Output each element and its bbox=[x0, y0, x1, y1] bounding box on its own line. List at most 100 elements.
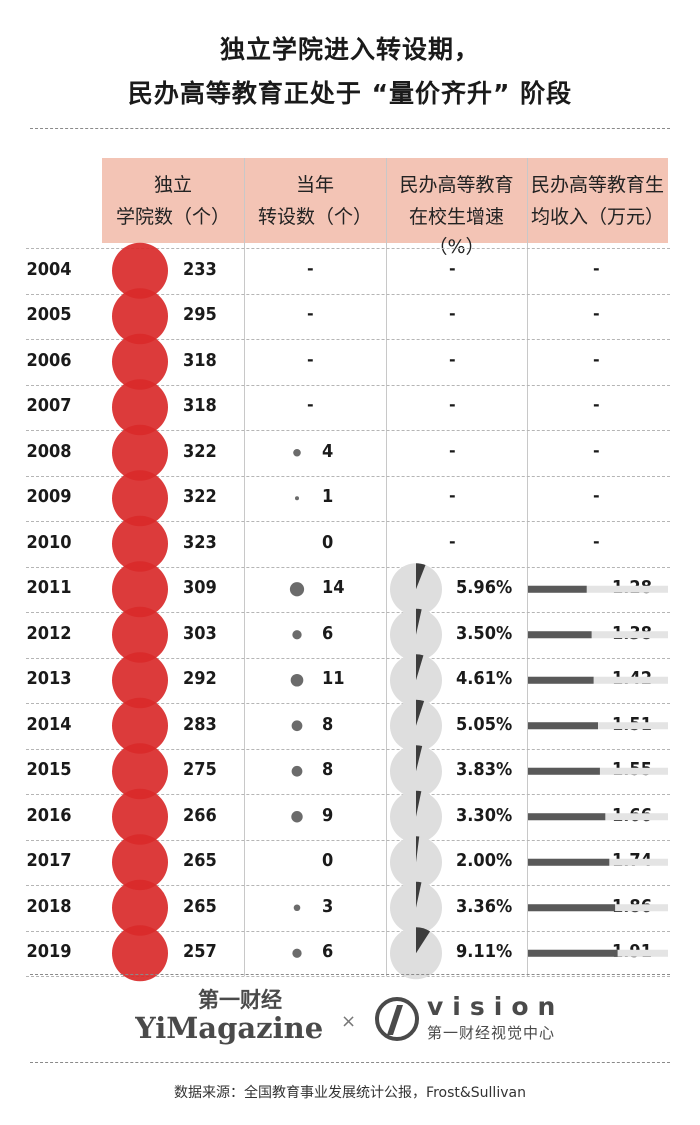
growth-dash: - bbox=[449, 395, 456, 415]
header-bg bbox=[386, 158, 527, 243]
logo-area: 第一财经 YiMagazine × vision 第一财经视觉中心 bbox=[134, 985, 575, 1059]
year-label: 2013 bbox=[26, 668, 72, 690]
college-count-value: 309 bbox=[183, 577, 217, 599]
row-line bbox=[26, 293, 670, 295]
college-count-circle bbox=[112, 242, 168, 299]
row-line bbox=[26, 839, 670, 841]
college-count-circle bbox=[112, 515, 168, 572]
conversion-value: 6 bbox=[322, 941, 334, 963]
conversion-value: 8 bbox=[322, 759, 334, 781]
year-label: 2008 bbox=[26, 440, 72, 462]
source-note: 数据来源：全国教育事业发展统计公报，Frost&Sullivan bbox=[174, 1085, 526, 1101]
income-bar bbox=[528, 904, 616, 912]
year-label: 2019 bbox=[26, 941, 72, 963]
college-count-value: 318 bbox=[183, 395, 217, 417]
income-value: 1.38 bbox=[612, 622, 652, 644]
row-line bbox=[26, 384, 670, 386]
chart-title-line1: 独立学院进入转设期， bbox=[219, 35, 480, 64]
college-count-value: 233 bbox=[183, 258, 217, 280]
college-count-circle bbox=[112, 652, 168, 709]
row-line bbox=[26, 794, 670, 795]
income-value: 1.74 bbox=[612, 850, 652, 872]
conversion-dot bbox=[291, 720, 303, 732]
income-dash: - bbox=[593, 531, 600, 551]
row-line bbox=[26, 703, 670, 704]
income-dash: - bbox=[593, 258, 600, 278]
row-line bbox=[26, 475, 670, 477]
yimagazine-vision-logo: 第一财经 YiMagazine × vision 第一财经视觉中心 bbox=[134, 988, 564, 1045]
header-line2: 转设数（个） bbox=[257, 206, 372, 228]
growth-pie bbox=[390, 654, 442, 707]
college-count-circle bbox=[112, 788, 168, 845]
growth-value: 3.36% bbox=[456, 895, 513, 917]
row-line bbox=[26, 612, 670, 613]
year-label: 2018 bbox=[26, 895, 72, 917]
growth-value: 2.00% bbox=[456, 850, 513, 872]
row-line bbox=[26, 248, 670, 249]
year-label: 2012 bbox=[26, 622, 72, 644]
college-count-circle bbox=[112, 470, 168, 527]
header-line2: 在校生增速（%） bbox=[408, 206, 504, 258]
year-label: 2010 bbox=[26, 531, 72, 553]
year-label: 2016 bbox=[26, 804, 72, 826]
growth-pie bbox=[390, 745, 442, 798]
growth-dash: - bbox=[449, 531, 456, 551]
income-bar bbox=[528, 813, 606, 821]
college-count-value: 275 bbox=[183, 759, 217, 781]
header-bg bbox=[244, 158, 386, 243]
logo-vision: vision bbox=[427, 992, 564, 1021]
growth-dash: - bbox=[449, 486, 456, 506]
income-dash: - bbox=[593, 349, 600, 369]
conversion-dash: - bbox=[307, 258, 314, 278]
conversion-dot bbox=[295, 496, 299, 501]
college-count-circle bbox=[112, 697, 168, 754]
growth-pie bbox=[390, 563, 442, 616]
college-count-circle bbox=[112, 606, 168, 663]
income-dash: - bbox=[593, 395, 600, 415]
income-value: 1.42 bbox=[612, 668, 652, 690]
header-line1: 民办高等教育生 bbox=[530, 174, 664, 196]
college-count-value: 318 bbox=[183, 349, 217, 371]
logo-en-brand: YiMagazine bbox=[135, 1011, 323, 1045]
conversion-dot bbox=[289, 582, 305, 597]
year-label: 2014 bbox=[26, 713, 72, 735]
growth-pie bbox=[390, 836, 442, 889]
row-line bbox=[26, 976, 670, 977]
growth-dash: - bbox=[449, 349, 456, 369]
vision-mark-icon bbox=[375, 997, 419, 1041]
footer-divider bbox=[30, 1062, 670, 1063]
income-bar bbox=[528, 722, 598, 730]
college-count-value: 303 bbox=[183, 622, 217, 644]
growth-pie bbox=[390, 927, 442, 980]
vision-mark-one-icon bbox=[387, 1005, 403, 1035]
row-line bbox=[26, 930, 670, 932]
income-dash: - bbox=[593, 486, 600, 506]
income-value: 1.91 bbox=[612, 941, 652, 963]
college-count-value: 265 bbox=[183, 850, 217, 872]
growth-value: 3.50% bbox=[456, 622, 513, 644]
conversion-value: 14 bbox=[322, 577, 345, 599]
row-line bbox=[26, 430, 670, 431]
income-value: 1.28 bbox=[612, 577, 652, 599]
conversion-value: 8 bbox=[322, 713, 334, 735]
logo-times: × bbox=[341, 1011, 356, 1032]
logo-vision-sub: 第一财经视觉中心 bbox=[427, 1024, 555, 1042]
header-line2: 均收入（万元） bbox=[530, 206, 664, 228]
year-label: 2006 bbox=[26, 349, 72, 371]
conversion-dot bbox=[291, 765, 303, 777]
college-count-value: 257 bbox=[183, 941, 217, 963]
growth-value: 3.83% bbox=[456, 759, 513, 781]
college-count-circle bbox=[112, 561, 168, 618]
header-line2: 学院数（个） bbox=[115, 206, 230, 228]
chart-title-line2: 民办高等教育正处于 “量价齐升” 阶段 bbox=[127, 79, 573, 108]
income-value: 1.51 bbox=[612, 713, 652, 735]
conversion-dash: - bbox=[307, 304, 314, 324]
income-value: 1.55 bbox=[612, 759, 652, 781]
income-bar bbox=[528, 631, 592, 639]
conversion-value: 1 bbox=[322, 486, 334, 508]
row-line bbox=[26, 657, 670, 659]
year-label: 2007 bbox=[26, 395, 72, 417]
college-count-value: 323 bbox=[183, 531, 217, 553]
conversion-value: 11 bbox=[322, 668, 345, 690]
growth-pie bbox=[390, 608, 442, 661]
